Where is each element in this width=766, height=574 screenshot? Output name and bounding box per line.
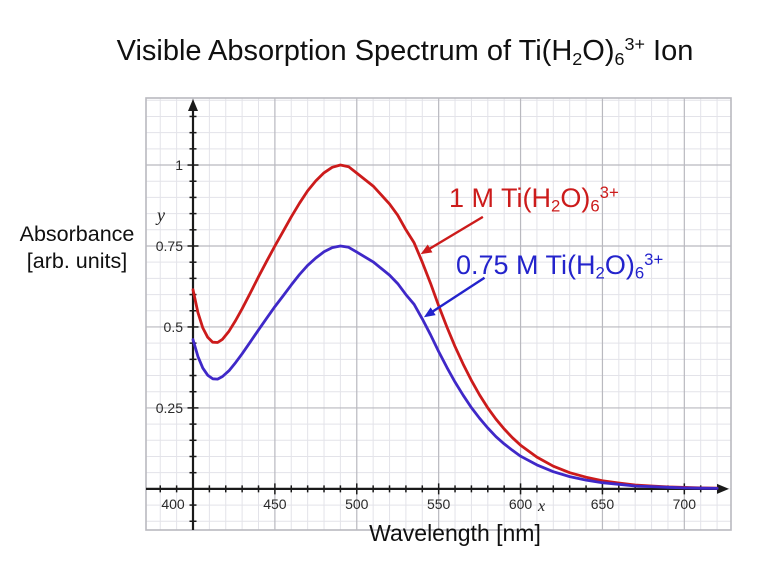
- curve-1M: [191, 163, 719, 490]
- x-tick-label-600: 600: [509, 496, 533, 512]
- grid-major: [146, 98, 731, 530]
- curve-0.75M: [191, 244, 719, 490]
- legend-label-1M-text: 1 M Ti(H2O)63+: [449, 183, 619, 216]
- y-axis-letter: y: [157, 205, 165, 225]
- legend-label-1M: 1 M Ti(H2O)63+: [449, 183, 619, 217]
- chart-title-text: Visible Absorption Spectrum of Ti(H2O)63…: [116, 34, 694, 69]
- x-tick-label-550: 550: [427, 496, 451, 512]
- chart-title: Visible Absorption Spectrum of Ti(H2O)63…: [55, 34, 755, 70]
- annotation-arrows: [420, 215, 486, 318]
- x-tick-label-650: 650: [591, 496, 615, 512]
- x-tick-label-700: 700: [673, 496, 697, 512]
- y-tick-label-0.5: 0.5: [164, 319, 184, 335]
- y-tick-label-0.75: 0.75: [156, 238, 183, 254]
- legend-label-0.75M: 0.75 M Ti(H2O)63+: [456, 250, 663, 284]
- y-axis-label-line1: Absorbance: [19, 222, 135, 246]
- y-axis-label-line2: [arb. units]: [26, 249, 128, 273]
- plot-border: [145, 97, 732, 531]
- y-tick-label-0.25: 0.25: [156, 400, 183, 416]
- legend-label-0.75M-text: 0.75 M Ti(H2O)63+: [456, 250, 664, 283]
- y-axis: [187, 99, 199, 530]
- arrow-to-1M-curve: [420, 215, 484, 255]
- arrow-to-0.75M-curve: [423, 276, 486, 318]
- absorbance-curves: [191, 163, 719, 490]
- y-tick-label-1: 1: [175, 157, 183, 173]
- x-axis-label: Wavelength [nm]: [369, 520, 541, 546]
- x-axis-letter: x: [538, 498, 546, 515]
- x-tick-label-450: 450: [263, 496, 287, 512]
- y-axis-label: Absorbance [arb. units]: [2, 221, 152, 275]
- x-axis: [146, 483, 729, 495]
- x-tick-label-500: 500: [345, 496, 369, 512]
- x-tick-label-400: 400: [161, 496, 185, 512]
- tick-labels: 400 450 500 550 600 650 700 1 0.75 0.5 0.25: [156, 157, 696, 512]
